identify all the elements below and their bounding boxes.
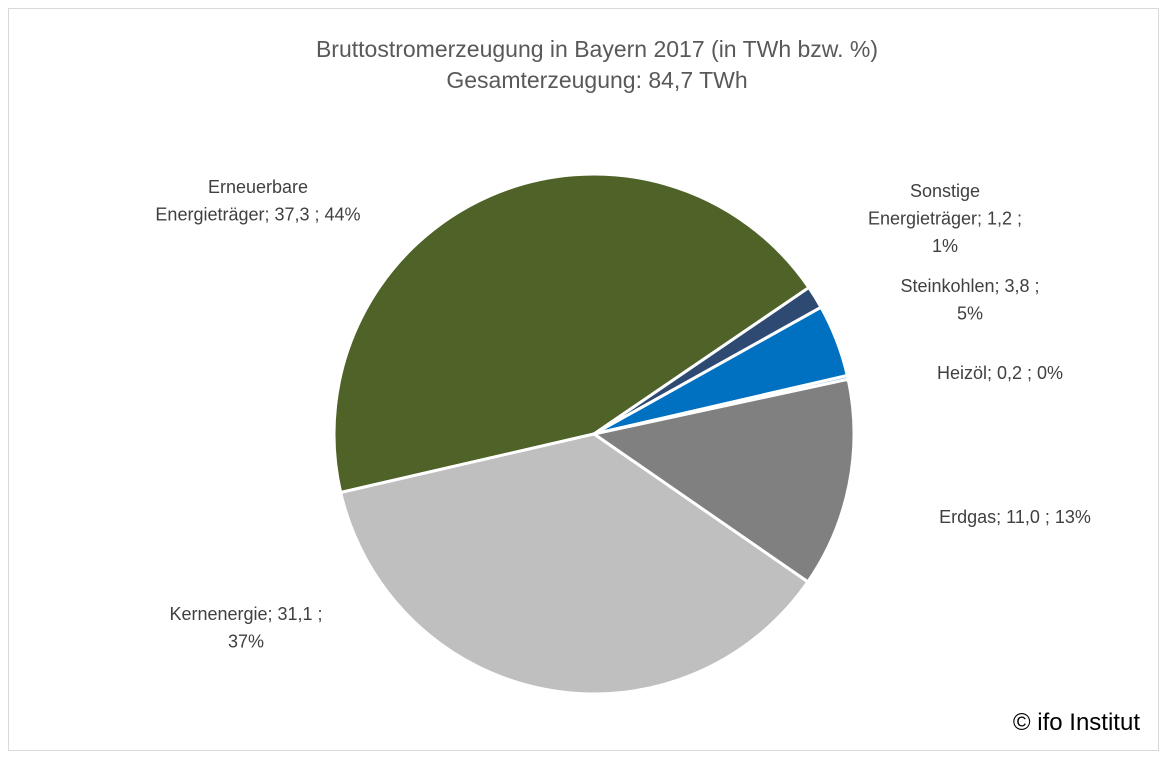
data-label: Kernenergie; 31,1 ; 37% — [169, 604, 322, 652]
data-label: Steinkohlen; 3,8 ; 5% — [900, 276, 1039, 324]
data-label-line: Energieträger; 1,2 ; — [868, 209, 1022, 229]
data-label-line: Sonstige — [910, 181, 980, 201]
data-label-line: Kernenergie; 31,1 ; — [169, 604, 322, 624]
pie-slice — [338, 432, 810, 696]
pie-slice — [590, 377, 856, 584]
data-label: Erdgas; 11,0 ; 13% — [939, 507, 1091, 527]
data-label: Erneuerbare Energieträger; 37,3 ; 44% — [155, 177, 360, 225]
chart-subtitle: Gesamterzeugung: 84,7 TWh — [446, 67, 747, 93]
data-label-line: 5% — [957, 304, 983, 324]
data-label-line: Heizöl; 0,2 ; 0% — [937, 363, 1063, 383]
data-label-line: Erdgas; 11,0 ; 13% — [939, 507, 1091, 527]
data-label-line: 37% — [228, 632, 264, 652]
chart-title: Bruttostromerzeugung in Bayern 2017 (in … — [316, 36, 878, 62]
data-label-line: Steinkohlen; 3,8 ; — [900, 276, 1039, 296]
pie-slice — [332, 172, 811, 495]
data-label-line: Energieträger; 37,3 ; 44% — [155, 205, 360, 225]
data-label: Sonstige Energieträger; 1,2 ; 1% — [868, 181, 1022, 256]
data-label: Heizöl; 0,2 ; 0% — [937, 363, 1063, 383]
source: © ifo Institut — [1013, 709, 1140, 736]
data-label-line: Erneuerbare — [208, 177, 308, 197]
data-label-line: 1% — [932, 236, 958, 256]
